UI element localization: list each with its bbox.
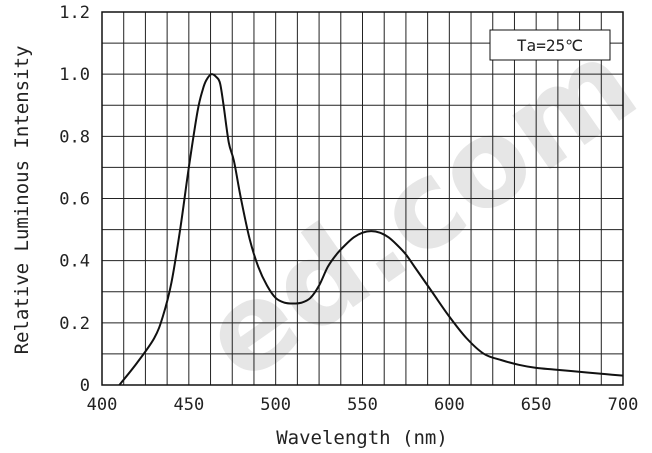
x-axis-label: Wavelength (nm) [276, 427, 448, 449]
x-tick-label: 400 [87, 395, 118, 415]
y-tick-label: 1.0 [59, 65, 90, 85]
x-tick-label: 650 [521, 395, 552, 415]
x-tick-label: 700 [608, 395, 639, 415]
x-tick-label: 600 [434, 395, 465, 415]
x-tick-label: 550 [347, 395, 378, 415]
y-tick-label: 1.2 [59, 3, 90, 23]
y-tick-label: 0.6 [59, 190, 90, 210]
watermark-text: ed.com [178, 13, 652, 409]
y-tick-label: 0.2 [59, 314, 90, 334]
annotation-box [489, 29, 611, 61]
y-tick-labels: 0 0.2 0.4 0.6 0.8 1.0 1.2 [59, 3, 90, 396]
plot-frame [101, 11, 624, 386]
y-tick-label: 0.8 [59, 127, 90, 147]
x-tick-labels: 400 450 500 550 600 650 700 [87, 395, 639, 415]
annotation-text: Ta=25℃ [517, 36, 583, 55]
chart-grid [102, 12, 623, 385]
x-tick-label: 450 [173, 395, 204, 415]
x-tick-label: 500 [260, 395, 291, 415]
y-tick-label: 0.4 [59, 252, 90, 272]
y-axis-label: Relative Luminous Intensity [11, 46, 33, 355]
y-tick-label: 0 [80, 376, 90, 396]
spectrum-curve [118, 73, 624, 386]
